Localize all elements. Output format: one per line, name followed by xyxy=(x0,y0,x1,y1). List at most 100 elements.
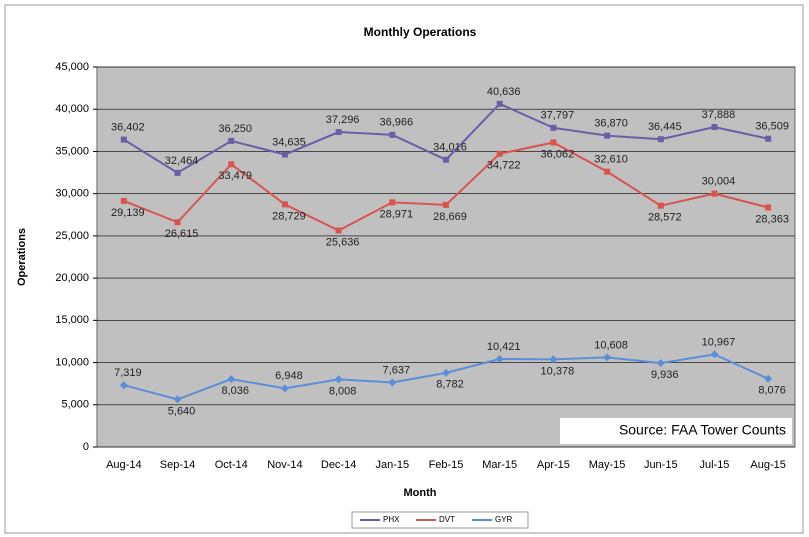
marker xyxy=(120,197,127,204)
data-label: 8,008 xyxy=(329,385,357,397)
data-label: 34,016 xyxy=(433,142,467,154)
data-label: 7,637 xyxy=(383,364,411,376)
marker xyxy=(334,375,343,384)
x-tick-label: Apr-15 xyxy=(537,459,570,471)
marker xyxy=(335,227,342,234)
x-tick-label: May-15 xyxy=(589,459,626,471)
marker xyxy=(495,355,504,364)
data-label: 28,729 xyxy=(272,210,306,222)
data-label: 36,402 xyxy=(111,122,145,134)
data-label: 10,378 xyxy=(541,365,575,377)
marker xyxy=(765,135,772,142)
x-tick-label: Aug-14 xyxy=(106,459,141,471)
y-tick-label: 5,000 xyxy=(61,399,89,411)
data-label: 36,250 xyxy=(218,123,252,135)
data-label: 8,036 xyxy=(221,385,249,397)
x-tick-label: Jul-15 xyxy=(699,459,729,471)
marker xyxy=(119,381,128,390)
marker xyxy=(173,395,182,404)
data-label: 10,421 xyxy=(487,341,521,353)
plot-area xyxy=(96,66,796,448)
data-label: 28,363 xyxy=(755,213,789,225)
marker xyxy=(604,168,611,175)
marker xyxy=(442,368,450,377)
data-label: 37,296 xyxy=(326,114,360,126)
data-label: 34,635 xyxy=(272,136,306,148)
data-label: 10,967 xyxy=(702,336,736,348)
marker xyxy=(388,378,397,387)
x-tick-label: Sep-14 xyxy=(160,459,195,471)
marker xyxy=(281,201,288,208)
marker xyxy=(228,137,235,144)
data-label: 8,782 xyxy=(436,379,464,391)
data-label: 37,797 xyxy=(541,110,575,122)
y-tick-label: 10,000 xyxy=(55,356,89,368)
data-label: 7,319 xyxy=(114,367,142,379)
marker xyxy=(656,359,665,368)
marker xyxy=(496,100,503,107)
marker xyxy=(603,353,612,362)
data-label: 36,966 xyxy=(379,117,413,129)
y-axis-label: Operations xyxy=(16,228,28,286)
legend-label: GYR xyxy=(495,515,513,524)
marker xyxy=(335,129,342,136)
marker xyxy=(657,202,664,209)
x-tick-label: Feb-15 xyxy=(429,459,464,471)
data-label: 30,004 xyxy=(702,176,736,188)
data-label: 40,636 xyxy=(487,86,521,98)
data-label: 34,722 xyxy=(487,160,521,172)
data-label: 36,509 xyxy=(755,121,789,133)
x-tick-label: Aug-15 xyxy=(750,459,785,471)
data-label: 36,445 xyxy=(648,121,682,133)
y-tick-label: 15,000 xyxy=(55,314,89,326)
marker xyxy=(711,124,718,131)
annotation-box xyxy=(560,418,792,444)
data-label: 32,610 xyxy=(594,154,628,166)
data-label: 37,888 xyxy=(702,109,736,121)
legend-box xyxy=(351,511,529,529)
data-label: 9,936 xyxy=(651,369,679,381)
data-label: 32,464 xyxy=(165,155,199,167)
marker xyxy=(550,139,557,146)
marker xyxy=(711,190,718,197)
marker xyxy=(604,132,611,139)
y-tick-label: 20,000 xyxy=(55,272,89,284)
marker xyxy=(280,384,289,393)
marker xyxy=(764,374,773,383)
marker xyxy=(549,355,558,364)
data-label: 25,636 xyxy=(326,236,360,248)
marker xyxy=(228,161,235,168)
data-label: 36,062 xyxy=(541,148,575,160)
chart-title: Monthly Operations xyxy=(364,25,477,39)
data-label: 26,615 xyxy=(165,228,199,240)
x-tick-label: Jun-15 xyxy=(644,459,678,471)
x-axis-label: Month xyxy=(404,487,437,499)
data-label: 28,669 xyxy=(433,211,467,223)
y-tick-label: 0 xyxy=(83,441,89,453)
marker xyxy=(710,350,719,359)
marker xyxy=(443,201,449,208)
legend-label: PHX xyxy=(383,515,400,524)
data-label: 28,971 xyxy=(379,208,413,220)
data-label: 8,076 xyxy=(758,385,786,397)
data-label: 5,640 xyxy=(168,405,196,417)
x-tick-label: Nov-14 xyxy=(267,459,302,471)
marker xyxy=(550,124,557,131)
annotation: Source: FAA Tower Counts xyxy=(619,422,786,438)
marker xyxy=(443,156,449,163)
data-label: 36,870 xyxy=(594,118,628,130)
x-tick-label: Dec-14 xyxy=(321,459,356,471)
x-tick-label: Oct-14 xyxy=(215,459,248,471)
marker xyxy=(389,131,396,138)
marker xyxy=(120,136,127,143)
marker xyxy=(389,199,396,206)
marker xyxy=(281,151,288,158)
marker xyxy=(765,204,772,211)
marker xyxy=(174,169,181,176)
data-label: 6,948 xyxy=(275,370,303,382)
marker xyxy=(496,150,503,157)
x-tick-label: Mar-15 xyxy=(482,459,517,471)
marker xyxy=(227,375,236,384)
x-tick-label: Jan-15 xyxy=(375,459,409,471)
